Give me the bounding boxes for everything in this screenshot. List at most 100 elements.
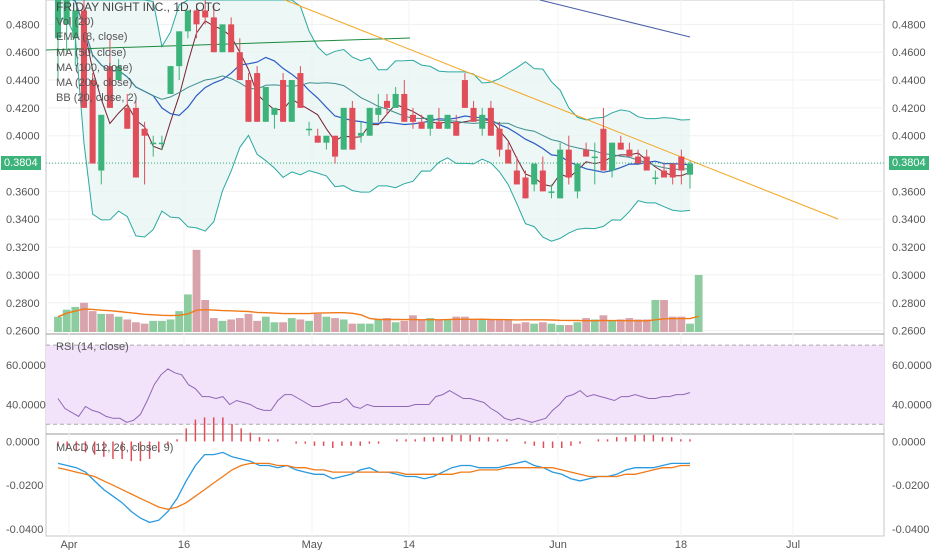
candle-body xyxy=(531,163,538,185)
volume-bar xyxy=(140,323,149,332)
volume-bar xyxy=(504,319,513,332)
candle-body xyxy=(340,107,347,150)
candle-body xyxy=(89,80,96,164)
volume-bar xyxy=(400,320,409,332)
volume-bar xyxy=(166,319,175,332)
candle-body xyxy=(660,170,668,178)
macd-line xyxy=(57,451,690,524)
volume-bar xyxy=(651,299,660,332)
y-tick-right: 0.4600 xyxy=(892,47,926,59)
ma50-line xyxy=(71,0,691,173)
rsi-label: RSI (14, close) xyxy=(56,341,129,353)
volume-bar xyxy=(538,322,547,332)
x-tick-label: 14 xyxy=(403,539,415,550)
y-tick-left: 0.4000 xyxy=(6,131,40,143)
volume-bar xyxy=(71,306,80,332)
rsi-y-tick-left: 60.0000 xyxy=(6,360,46,372)
candle-body xyxy=(479,114,486,129)
legend-bb: BB (20, close, 2) xyxy=(56,92,138,105)
candle-body xyxy=(548,191,555,193)
candle-body xyxy=(106,66,113,108)
candle-body xyxy=(124,107,131,129)
candle-body xyxy=(219,24,226,53)
ma-upper-line xyxy=(539,0,691,38)
legend-ma100: MA (100, close) xyxy=(56,61,133,74)
candle-body xyxy=(626,149,633,157)
volume-bar xyxy=(209,318,218,332)
rsi-y-tick-right: 60.0000 xyxy=(892,360,932,372)
rsi-line xyxy=(57,368,691,423)
plot-frame xyxy=(45,0,885,537)
candle-body xyxy=(678,156,685,171)
rsi-band xyxy=(46,345,884,425)
volume-bar xyxy=(313,313,322,332)
volume-bar xyxy=(157,320,166,332)
volume-bar xyxy=(149,320,158,332)
volume-bar xyxy=(339,319,348,332)
candle-body xyxy=(617,142,624,150)
candle-body xyxy=(236,52,243,81)
candle-body xyxy=(150,142,157,145)
candle-body xyxy=(652,177,659,179)
candle-body xyxy=(643,156,650,171)
volume-bar xyxy=(80,302,88,332)
y-tick-left: 0.3400 xyxy=(6,214,40,226)
candle-body xyxy=(453,121,460,136)
y-tick-left: 0.3200 xyxy=(6,242,40,254)
candle-body xyxy=(418,121,425,129)
candle-body xyxy=(297,73,304,108)
y-tick-right: 0.4800 xyxy=(892,19,926,31)
candle-body xyxy=(349,107,356,150)
candle-body xyxy=(98,114,105,171)
volume-bar xyxy=(132,322,140,332)
candle-body xyxy=(435,121,442,129)
volume-bar xyxy=(383,318,391,332)
bb-upper-line xyxy=(58,0,691,121)
legend-ema: EMA (8, close) xyxy=(56,31,128,44)
volume-bar xyxy=(521,322,530,332)
candle-body xyxy=(565,149,572,178)
y-tick-right: 0.4200 xyxy=(892,103,926,115)
volume-ma-line xyxy=(57,308,699,322)
candle-body xyxy=(262,87,269,122)
volume-bar xyxy=(123,319,132,332)
candle-body xyxy=(366,107,373,136)
candle-body xyxy=(557,149,564,199)
volume-bar xyxy=(287,318,296,332)
candle-body xyxy=(583,149,590,157)
legend-ma50: MA (50, close) xyxy=(56,46,127,59)
x-tick-label: May xyxy=(302,539,323,550)
volume-bar xyxy=(374,319,383,332)
candle-body xyxy=(539,170,546,192)
y-tick-left: 0.4600 xyxy=(6,47,40,59)
candle-body xyxy=(383,100,391,108)
candle-body xyxy=(314,135,321,143)
candle-body xyxy=(210,17,217,53)
macd-y-tick-left: 0.0000 xyxy=(6,436,40,448)
candle-body xyxy=(132,107,139,178)
candle-body xyxy=(115,66,122,81)
candle-body xyxy=(513,170,520,185)
candle-body xyxy=(505,149,512,164)
macd-y-tick-left: -0.0400 xyxy=(6,524,43,536)
volume-bar xyxy=(175,311,184,332)
candle-body xyxy=(158,142,165,145)
volume-bar xyxy=(461,316,469,332)
volume-bar xyxy=(391,322,400,332)
candle-body xyxy=(306,128,313,131)
volume-bar xyxy=(244,313,253,332)
candle-body xyxy=(470,107,477,122)
volume-bar xyxy=(305,320,313,332)
candle-body xyxy=(609,142,616,171)
volume-bar xyxy=(590,319,599,332)
volume-bar xyxy=(564,325,573,332)
candle-body xyxy=(427,114,434,129)
y-tick-right: 0.4400 xyxy=(892,75,926,87)
volume-bar xyxy=(270,322,279,332)
candle-body xyxy=(401,93,408,122)
volume-bar xyxy=(512,323,521,332)
volume-bar xyxy=(279,322,287,332)
y-tick-right: 0.3400 xyxy=(892,214,926,226)
volume-bar xyxy=(686,323,694,332)
